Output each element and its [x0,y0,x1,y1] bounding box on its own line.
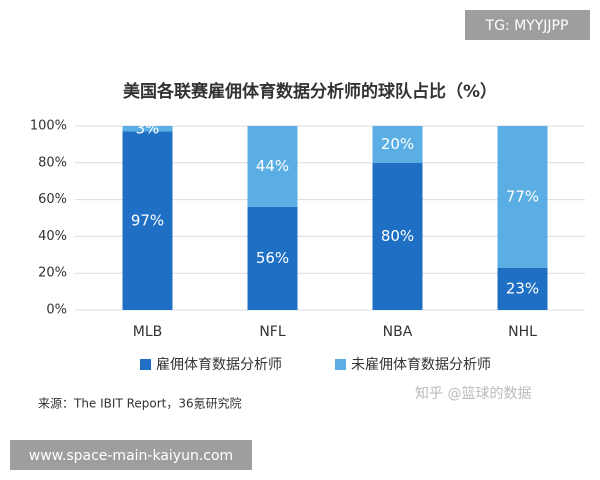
y-tick-label: 60% [38,192,67,207]
bar-segment [497,267,548,310]
badge-box [10,440,252,470]
watermark: 知乎 @篮球的数据 [415,385,531,402]
x-tick-label: MLB [133,324,162,340]
bar-segment [247,206,298,310]
value-label: 77% [506,187,539,205]
bar-segment [497,126,548,268]
value-label: 44% [256,157,289,175]
x-tick-label: NHL [508,324,537,340]
bar-segment [372,162,423,310]
value-label: 97% [131,211,164,229]
bar-segment [122,131,173,310]
x-tick-label: NBA [383,324,413,340]
legend-label: 未雇佣体育数据分析师 [351,356,491,373]
y-tick-label: 40% [38,229,67,244]
value-label: 80% [381,227,414,245]
value-label: 56% [256,249,289,267]
footer-badge: www.space-main-kaiyun.com [29,448,233,464]
header-badge: TG: MYYJJPP [485,18,569,34]
chart-title: 美国各联赛雇佣体育数据分析师的球队占比（%） [123,81,497,102]
x-tick-label: NFL [259,324,286,340]
legend-label: 雇佣体育数据分析师 [156,356,282,373]
y-tick-label: 20% [38,266,67,281]
source: 来源：The IBIT Report，36氪研究院 [38,396,242,411]
badge-box [465,10,590,40]
y-tick-label: 80% [38,155,67,170]
bar-segment [372,126,423,163]
value-label: 23% [506,279,539,297]
legend-swatch [140,359,151,370]
bar-segment [122,126,173,132]
legend-swatch [335,359,346,370]
bar-segment [247,126,298,207]
value-label: 20% [381,135,414,153]
y-tick-label: 100% [30,119,67,134]
value-label: 3% [136,119,160,137]
y-tick-label: 0% [46,303,67,318]
